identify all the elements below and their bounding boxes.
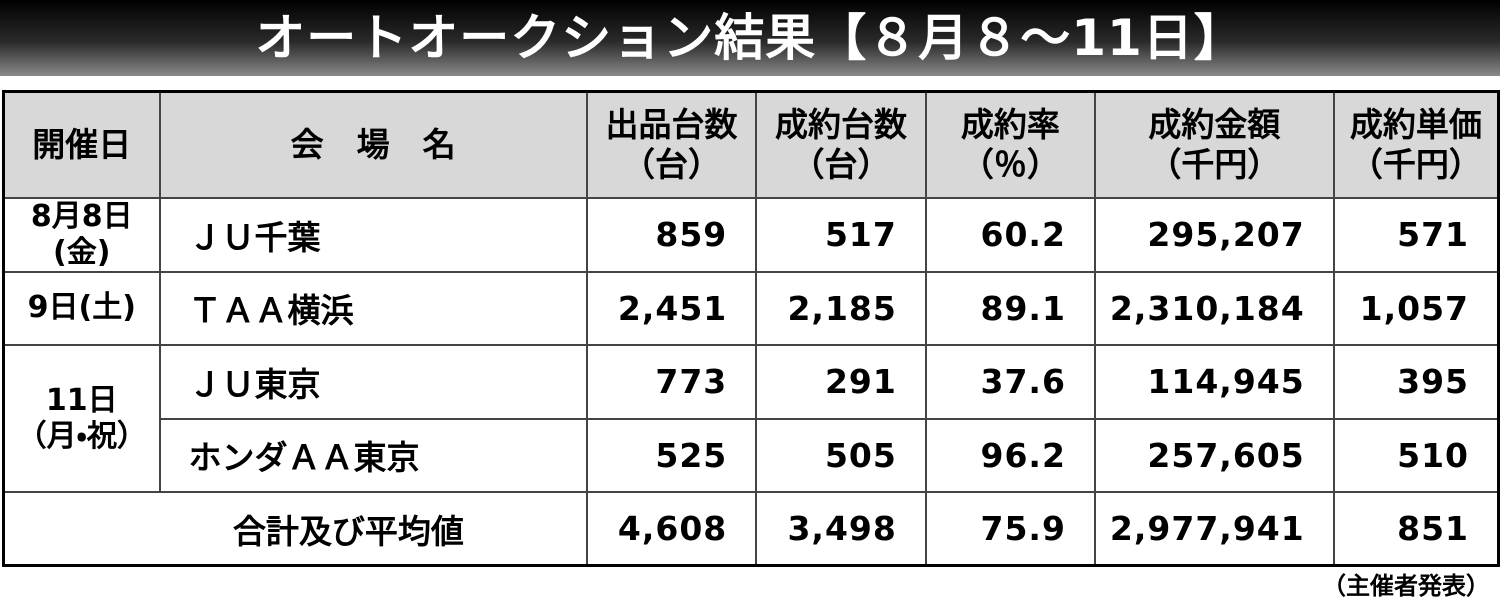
value-cell: 60.2 bbox=[924, 196, 1096, 273]
cell-line: （千円） bbox=[1148, 144, 1281, 184]
header-cell: 成約単価 （千円） bbox=[1332, 90, 1500, 199]
results-table: 開催日会 場 名出品台数 （台） 成約台数 （台） 成約率 （％） 成約金額 （千円） 成約単価… bbox=[2, 90, 1500, 567]
venue-cell: ＪＵ東京 bbox=[158, 344, 588, 420]
value-cell: 89.1 bbox=[924, 270, 1096, 346]
value-cell: 851 bbox=[1332, 491, 1500, 567]
value-cell: 1,057 bbox=[1332, 270, 1500, 346]
value-cell: 505 bbox=[755, 417, 927, 493]
cell-line: 会 場 名 bbox=[290, 124, 456, 164]
value-cell: 2,310,184 bbox=[1093, 270, 1335, 346]
cell-line: 成約単価 bbox=[1349, 104, 1482, 144]
cell-line: 成約率 bbox=[960, 104, 1060, 144]
cell-line: 成約台数 bbox=[775, 104, 908, 144]
value-cell: 291 bbox=[755, 344, 927, 420]
cell-line: 8月8日(金) bbox=[30, 198, 133, 270]
total-row: 合計及び平均値 4,608 3,498 75.9 2,977,941 851 bbox=[2, 491, 1500, 567]
data-row: ホンダＡＡ東京 525 505 96.2 257,605 510 bbox=[4, 417, 1500, 493]
venue-cell: ＴＡＡ横浜 bbox=[158, 270, 588, 346]
cell-line: 成約金額 bbox=[1148, 104, 1281, 144]
value-cell: 37.6 bbox=[924, 344, 1096, 420]
header-row: 開催日会 場 名出品台数 （台） 成約台数 （台） 成約率 （％） 成約金額 （千円） 成約単価… bbox=[2, 90, 1500, 199]
header-cell: 成約率 （％） bbox=[924, 90, 1096, 199]
value-cell: 96.2 bbox=[924, 417, 1096, 493]
value-cell: 773 bbox=[585, 344, 758, 420]
value-cell: 525 bbox=[585, 417, 758, 493]
cell-line: 開催日 bbox=[32, 124, 132, 164]
cell-line: （月・祝） bbox=[16, 418, 147, 454]
value-cell: 2,451 bbox=[585, 270, 758, 346]
date-cell: 8月8日(金) bbox=[2, 196, 161, 273]
header-cell: 出品台数 （台） bbox=[585, 90, 758, 199]
value-cell: 859 bbox=[585, 196, 758, 273]
value-cell: 571 bbox=[1332, 196, 1500, 273]
value-cell: 2,185 bbox=[755, 270, 927, 346]
data-row: 8月8日(金) ＪＵ千葉 859 517 60.2 295,207 571 bbox=[2, 196, 1500, 273]
value-cell: 114,945 bbox=[1093, 344, 1335, 420]
cell-line: 出品台数 bbox=[605, 104, 738, 144]
value-cell: 257,605 bbox=[1093, 417, 1335, 493]
data-row: 11日 （月・祝） ＪＵ東京 773 291 37.6 114,945 395 bbox=[2, 344, 1500, 493]
cell-line: （台） bbox=[621, 144, 721, 184]
value-cell: 510 bbox=[1332, 417, 1500, 493]
header-cell: 開催日 bbox=[2, 90, 161, 199]
venue-cell: ホンダＡＡ東京 bbox=[158, 417, 588, 493]
data-row: 9日(土) ＴＡＡ横浜 2,451 2,185 89.1 2,310,184 1,057 bbox=[2, 270, 1500, 346]
source-note: （主催者発表） bbox=[1322, 572, 1490, 600]
cell-line: （千円） bbox=[1349, 144, 1482, 184]
value-cell: 4,608 bbox=[585, 491, 758, 567]
value-cell: 75.9 bbox=[924, 491, 1096, 567]
header-cell: 成約金額 （千円） bbox=[1093, 90, 1335, 199]
value-cell: 395 bbox=[1332, 344, 1500, 420]
cell-line: 11日 bbox=[45, 382, 118, 418]
total-label: 合計及び平均値 bbox=[2, 491, 588, 567]
cell-line: （％） bbox=[960, 144, 1060, 184]
cell-line: 9日(土) bbox=[27, 290, 136, 326]
value-cell: 3,498 bbox=[755, 491, 927, 567]
header-cell: 成約台数 （台） bbox=[755, 90, 927, 199]
value-cell: 517 bbox=[755, 196, 927, 273]
title-bar: オートオークション結果【８月８～11日】 bbox=[0, 0, 1500, 76]
header-cell: 会 場 名 bbox=[158, 90, 588, 199]
value-cell: 2,977,941 bbox=[1093, 491, 1335, 567]
date-cell: 11日 （月・祝） bbox=[2, 344, 161, 493]
value-cell: 295,207 bbox=[1093, 196, 1335, 273]
venue-cell: ＪＵ千葉 bbox=[158, 196, 588, 273]
date-cell: 9日(土) bbox=[2, 270, 161, 346]
cell-line: （台） bbox=[791, 144, 891, 184]
